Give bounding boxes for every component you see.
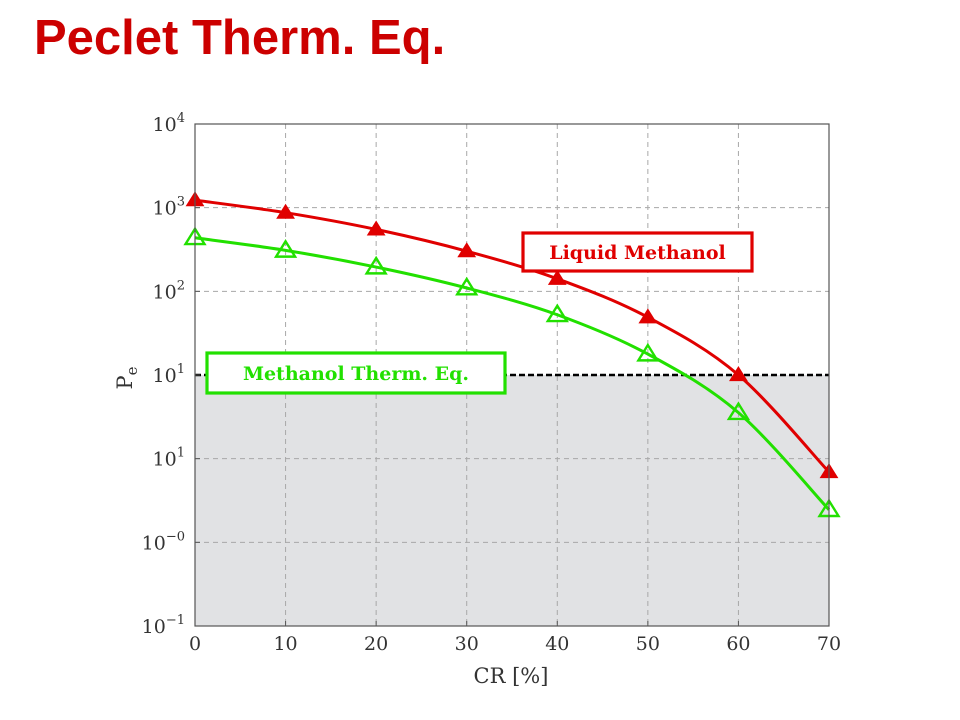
data-point: [364, 255, 388, 275]
x-axis-title: CR [%]: [474, 664, 549, 688]
y-tick-label: 102: [153, 278, 185, 303]
x-tick-label: 0: [189, 633, 201, 655]
data-point: [547, 269, 567, 285]
slide-title: Peclet Therm. Eq.: [34, 11, 446, 65]
data-point: [276, 203, 295, 219]
x-tick-label: 20: [364, 633, 388, 655]
x-tick-label: 10: [273, 633, 297, 655]
y-tick-label: 10−1: [142, 613, 185, 638]
y-tick-label: 104: [153, 111, 185, 136]
x-tick-label: 50: [636, 633, 660, 655]
data-point: [638, 308, 658, 324]
legend-label: Liquid Methanol: [549, 242, 726, 264]
svg-text:Pe: Pe: [113, 366, 141, 389]
data-point: [636, 342, 660, 362]
legend-label: Methanol Therm. Eq.: [243, 363, 469, 385]
data-point: [273, 239, 298, 258]
x-tick-label: 70: [817, 633, 841, 655]
data-point: [366, 220, 386, 236]
x-tick-label: 60: [726, 633, 750, 655]
y-axis-title: Pe: [113, 366, 141, 389]
legend-frame: [521, 231, 754, 273]
y-tick-label: 101: [153, 362, 185, 387]
data-point: [726, 401, 751, 421]
y-tick-label: 101: [153, 446, 185, 471]
x-tick-label: 30: [455, 633, 479, 655]
y-tick-label: 10−0: [142, 529, 185, 554]
data-point: [457, 242, 477, 258]
y-axis-title-subscript: e: [123, 366, 141, 375]
data-point: [545, 303, 569, 323]
legend-box-methanol-therm-eq: Methanol Therm. Eq.: [205, 351, 507, 395]
x-tick-label: 40: [545, 633, 569, 655]
data-point: [455, 276, 479, 296]
y-tick-label: 103: [153, 195, 185, 220]
legend-box-liquid-methanol: Liquid Methanol: [521, 231, 754, 273]
legend-frame: [205, 351, 507, 395]
y-axis-title-main: P: [113, 375, 137, 389]
data-point: [729, 366, 748, 382]
shaded-region: [195, 375, 829, 626]
series-line: [194, 236, 831, 511]
